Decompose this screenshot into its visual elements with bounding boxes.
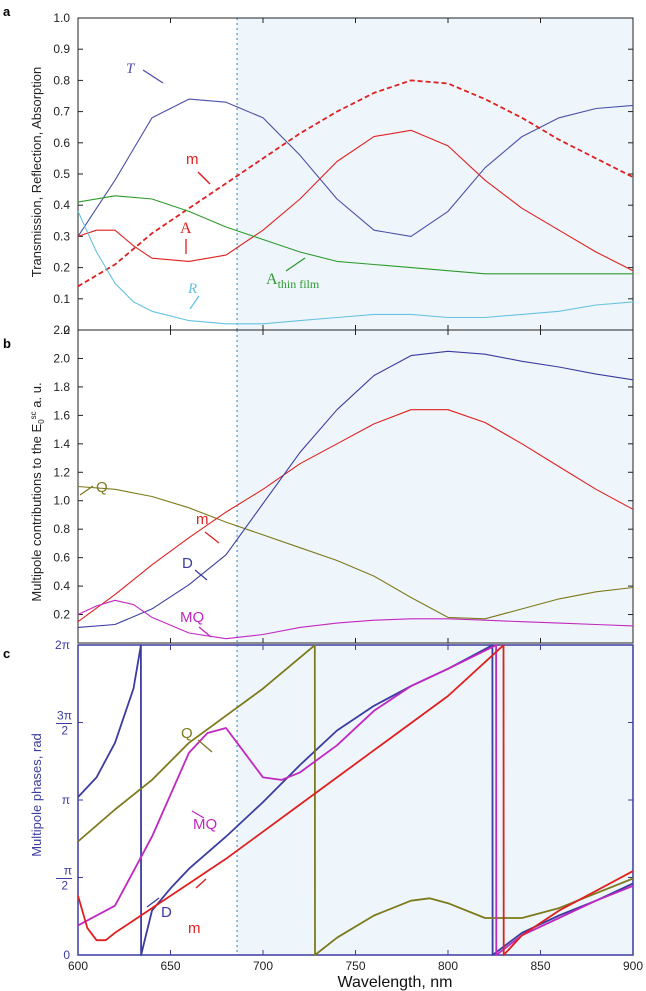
x-tick-label: 850 [530, 959, 550, 973]
panel-a-series-a [77, 129, 634, 272]
panel-b-ytick-label: 0.6 [53, 551, 70, 565]
panel-a-ytick-label: 0.3 [53, 229, 70, 243]
arrow-D-b [194, 569, 208, 581]
x-tick-label: 700 [253, 959, 273, 973]
panel-a-series-m [77, 79, 634, 288]
panel-b-ytick-label: 1.2 [53, 465, 70, 479]
panel-a: 0 0.1 0.2 0.3 0.4 0.5 0.6 0.7 0.8 0.9 1.0 [53, 11, 634, 337]
x-tick-label: 800 [438, 959, 458, 973]
panel-c-ytick-label-num: 3π [57, 709, 72, 723]
arrow-Q-c [197, 739, 213, 753]
panel-c-ytick-label-den: 2 [61, 879, 68, 893]
panel-b-ytick-label: 1.6 [53, 408, 70, 422]
panel-a-ytick-label: 0.4 [53, 198, 70, 212]
panel-c-series-mq [77, 644, 634, 956]
panel-a-ylabel: Transmission, Reflection, Absorption [29, 67, 44, 278]
panel-b-ylabel-main: Multipole contributions to the E [29, 423, 44, 601]
arrow-R [189, 295, 200, 310]
panel-c-ylabel: Multipole phases, rad [29, 733, 44, 857]
x-tick-label: 600 [68, 959, 88, 973]
arrow-T [142, 69, 164, 84]
label-A: A [180, 220, 192, 237]
panel-a-ytick-label: 0.5 [53, 167, 70, 181]
panel-a-series-a-thin-film [77, 195, 633, 275]
arrow-m-a [197, 171, 211, 185]
panel-b-ytick-label: 2.2 [53, 323, 70, 337]
panel-a-ytick-label: 0.1 [53, 292, 70, 306]
label-R: R [187, 281, 197, 297]
panel-b-ytick-label: 0.4 [53, 579, 70, 593]
label-A-thin-film-sub: thin film [278, 277, 320, 291]
panel-b-ytick-label: 2.0 [53, 351, 70, 365]
plot-layer: 0 0.1 0.2 0.3 0.4 0.5 0.6 0.7 0.8 0.9 1.0 0.2 0.4 0.6… [53, 11, 643, 973]
label-D-c: D [161, 904, 172, 921]
panel-a-series-t [77, 98, 634, 237]
panel-b-ylabel-sup: sc [29, 411, 38, 419]
panel-a-ytick-label: 0.6 [53, 136, 70, 150]
label-Q-b: Q [96, 479, 108, 496]
x-tick-label: 650 [160, 959, 180, 973]
panel-a-highlight-region [237, 18, 633, 330]
label-MQ-c: MQ [193, 816, 217, 833]
x-tick-label: 750 [345, 959, 365, 973]
arrow-Q-b [79, 485, 94, 496]
label-m-a: m [186, 151, 199, 168]
x-tick-label: 900 [623, 959, 643, 973]
label-m-c: m [188, 920, 201, 937]
panel-a-series-r [77, 211, 634, 325]
arrow-A-thin-film [285, 257, 306, 272]
panel-c-ytick-label-den: 2 [61, 724, 68, 738]
label-T: T [126, 61, 136, 77]
panel-c-ytick-label-num: π [64, 864, 72, 878]
panel-c-highlight-region [237, 645, 633, 955]
panel-c-series-m [77, 644, 634, 956]
arrow-MQ-b [198, 626, 212, 638]
panel-c-series-q [77, 644, 634, 956]
panel-a-ytick-label: 0.9 [53, 42, 70, 56]
panel-b-ylabel-tail: a. u. [29, 382, 44, 411]
panel-a-ytick-label: 0.2 [53, 261, 70, 275]
panel-a-ytick-label: 0.7 [53, 105, 70, 119]
panel-a-ytick-label: 1.0 [53, 11, 70, 25]
panel-b-ylabel-sub: 0 [37, 419, 46, 424]
panel-b-ytick-label: 1.0 [53, 494, 70, 508]
panel-b-series-mq [77, 599, 634, 640]
x-axis-title: Wavelength, nm [337, 974, 452, 991]
panel-c-ytick-label: 2π [55, 638, 70, 652]
panel-c-series-d [77, 644, 634, 956]
label-D-b: D [182, 555, 193, 572]
label-m-b: m [196, 511, 209, 528]
label-MQ-b: MQ [180, 609, 204, 626]
panel-label-a: a [3, 4, 11, 19]
panel-b-series-q [77, 485, 634, 620]
panel-c-ytick-label: 0 [63, 948, 70, 962]
arrow-D-c [146, 897, 160, 908]
panel-a-ytick-label: 0.8 [53, 73, 70, 87]
arrow-m-c [195, 878, 207, 889]
label-Q-c: Q [181, 725, 193, 742]
panel-b-ytick-label: 0.8 [53, 522, 70, 536]
panel-b-series-d [77, 350, 634, 628]
arrow-m-b [204, 531, 220, 544]
panel-c-ytick-label: π [62, 793, 70, 807]
panel-label-b: b [3, 336, 11, 351]
panel-label-c: c [3, 646, 10, 661]
arrow-MQ-c [191, 810, 205, 819]
panel-b-highlight-region [237, 330, 633, 643]
panel-b-ytick-label: 1.8 [53, 380, 70, 394]
panel-b-ytick-label: 1.4 [53, 437, 70, 451]
panel-b-series-m [77, 409, 634, 623]
panel-b-ylabel: Multipole contributions to the E0sc a. u… [29, 382, 46, 601]
panel-b: 0.2 0.4 0.6 0.8 1.0 1.2 1.4 1.6 1.8 2.0 2.2 [53, 323, 634, 644]
panel-b-ytick-label: 0.2 [53, 608, 70, 622]
panel-a-ytick-label: 0 [63, 323, 70, 337]
